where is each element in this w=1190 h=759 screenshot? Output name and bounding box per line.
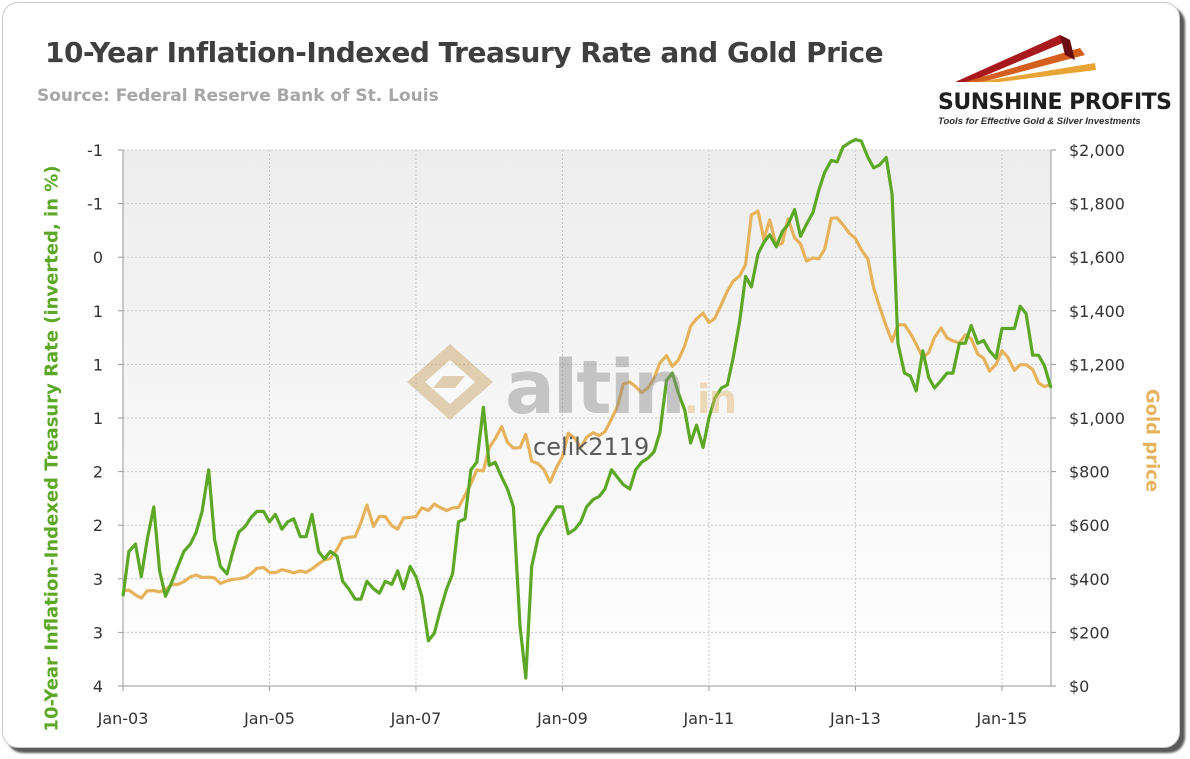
left-tick-label: 1 — [93, 409, 103, 428]
left-tick-label: 4 — [93, 677, 103, 696]
watermark-suffix: .in — [683, 377, 737, 423]
watermark-user: celik2119 — [533, 433, 650, 461]
right-tick-label: $800 — [1069, 463, 1110, 482]
right-tick-label: $200 — [1069, 623, 1110, 642]
left-tick-label: 3 — [93, 570, 103, 589]
x-tick-label: Jan-07 — [390, 709, 442, 728]
left-tick-label: -1 — [87, 141, 103, 160]
left-tick-label: 0 — [93, 248, 103, 267]
left-tick-label: 3 — [93, 623, 103, 642]
series-lines — [121, 138, 1053, 680]
left-tick-labels: -1 -1 0 1 1 1 2 2 3 3 4 — [87, 141, 103, 696]
x-tick-label: Jan-11 — [683, 709, 735, 728]
y-axis-left-label: 10-Year Inflation-Indexed Treasury Rate … — [41, 165, 63, 732]
logo-tagline: Tools for Effective Gold & Silver Invest… — [938, 116, 1141, 127]
left-tick-label: 1 — [93, 355, 103, 374]
x-tick-label: Jan-15 — [976, 709, 1028, 728]
right-tick-labels: $0 $200 $400 $600 $800 $1,000 $1,200 $1,400 $1,6… — [1069, 141, 1125, 696]
right-tick-label: $2,000 — [1069, 141, 1125, 160]
right-tick-label: $1,200 — [1069, 355, 1125, 374]
right-tick-label: $1,400 — [1069, 302, 1125, 321]
left-tick-label: 2 — [93, 463, 103, 482]
left-tick-label: 2 — [93, 516, 103, 535]
right-tick-label: $1,600 — [1069, 248, 1125, 267]
logo-name: SUNSHINE PROFITS — [938, 90, 1172, 115]
treasury-rate-line — [121, 138, 1053, 680]
chart-subtitle: Source: Federal Reserve Bank of St. Loui… — [37, 86, 439, 106]
chart-title: 10-Year Inflation-Indexed Treasury Rate … — [45, 36, 884, 69]
x-tick-label: Jan-13 — [829, 709, 881, 728]
x-tick-label: Jan-03 — [97, 709, 149, 728]
right-tick-label: $0 — [1069, 677, 1089, 696]
watermark-main: altin — [505, 345, 686, 431]
x-tick-label: Jan-05 — [243, 709, 295, 728]
left-tick-label: 1 — [93, 302, 103, 321]
watermark-text: altin.in — [505, 345, 737, 431]
right-tick-label: $400 — [1069, 570, 1110, 589]
sunshine-rays-icon — [955, 35, 1096, 82]
left-tick-label: -1 — [87, 195, 103, 214]
axes — [118, 149, 1056, 691]
x-tick-labels: Jan-03 Jan-05 Jan-07 Jan-09 Jan-11 Jan-13 Jan-… — [97, 709, 1028, 728]
right-tick-label: $1,800 — [1069, 195, 1125, 214]
x-tick-label: Jan-09 — [536, 709, 588, 728]
watermark-logo-icon — [407, 344, 493, 420]
right-tick-label: $1,000 — [1069, 409, 1125, 428]
y-axis-right-label: Gold price — [1141, 388, 1163, 493]
right-tick-label: $600 — [1069, 516, 1110, 535]
